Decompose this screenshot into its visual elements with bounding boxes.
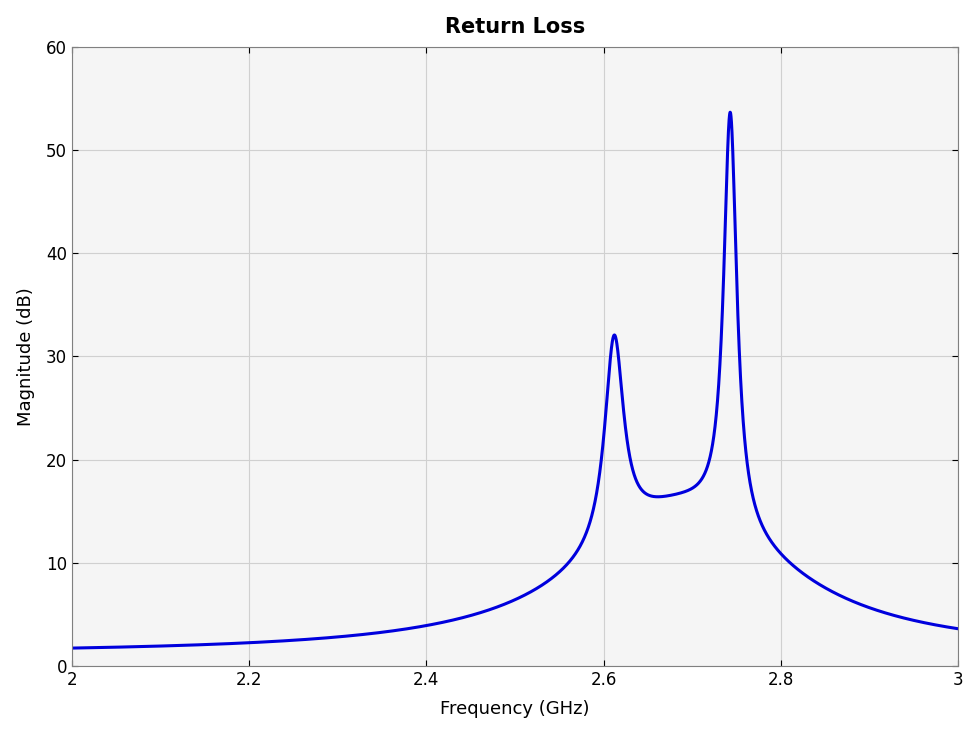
X-axis label: Frequency (GHz): Frequency (GHz) — [440, 700, 590, 718]
Title: Return Loss: Return Loss — [445, 17, 585, 37]
Y-axis label: Magnitude (dB): Magnitude (dB) — [17, 287, 34, 426]
